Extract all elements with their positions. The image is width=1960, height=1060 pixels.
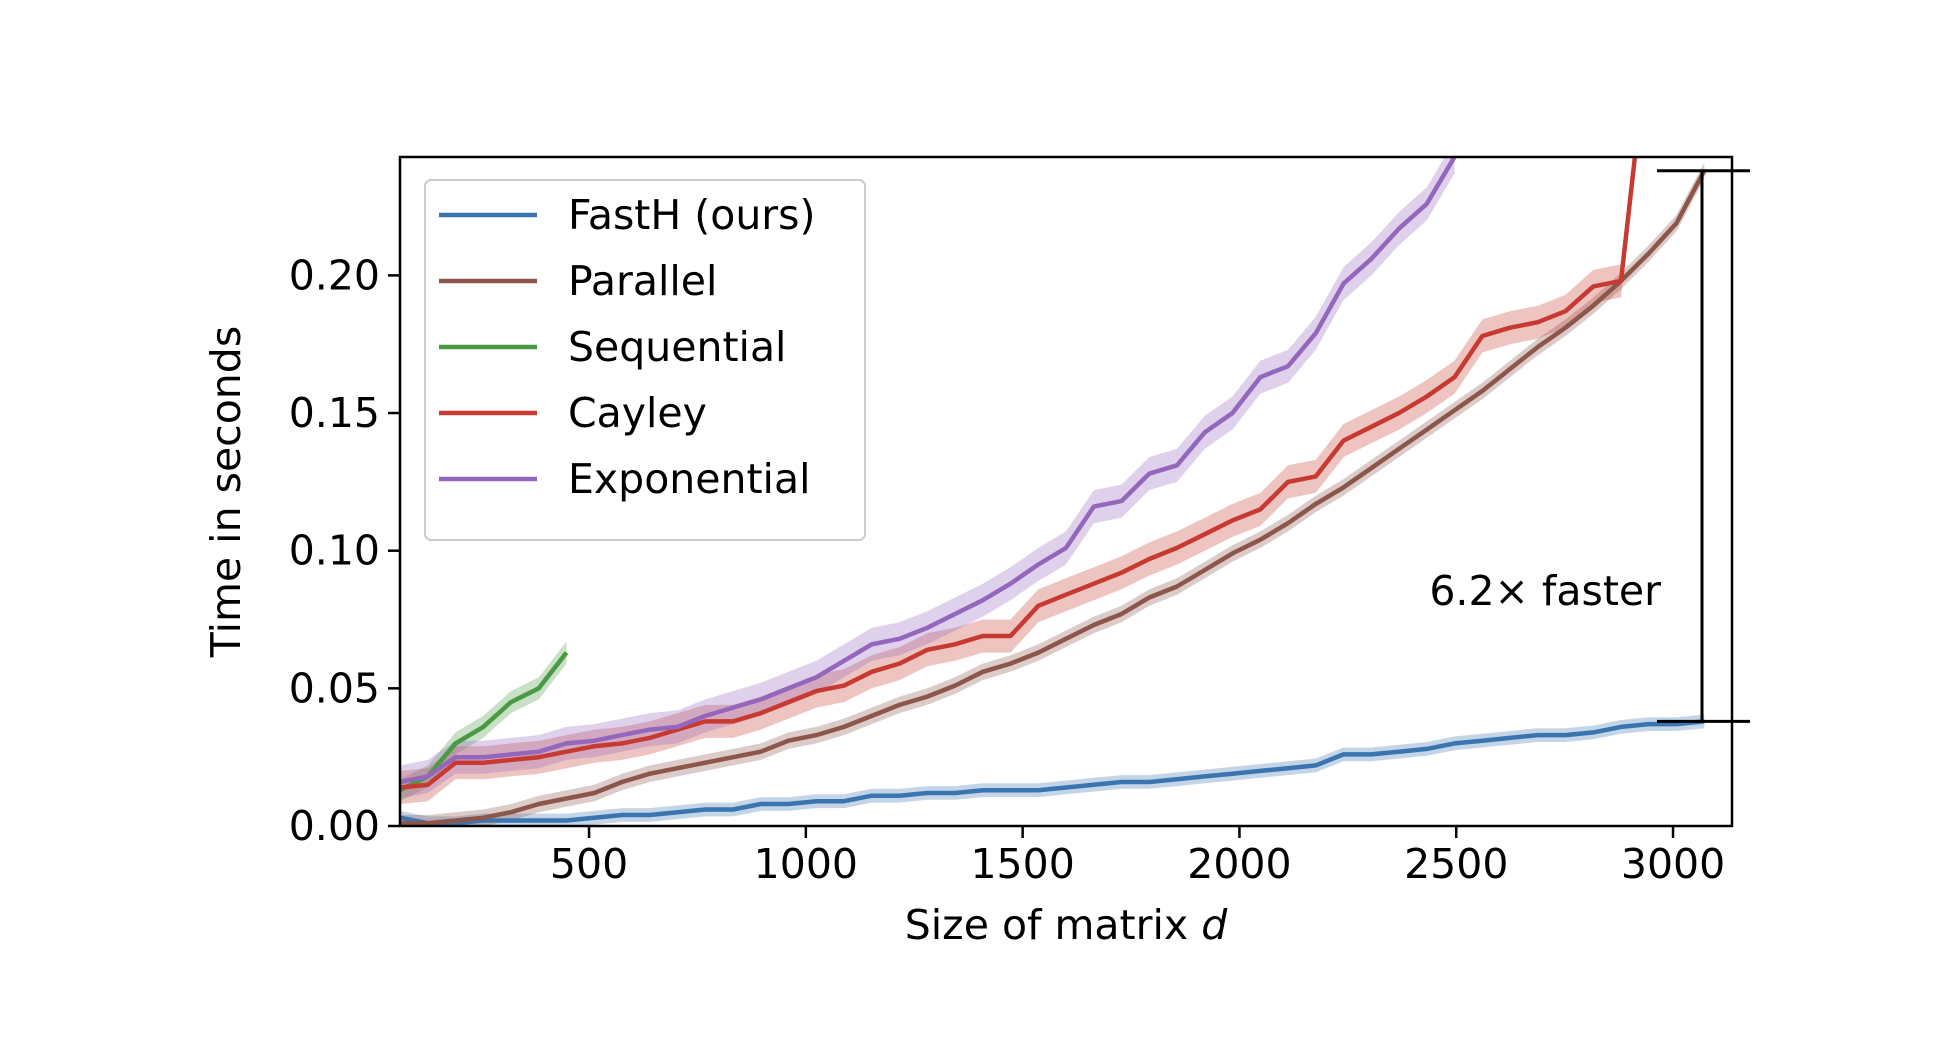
legend-box	[424, 179, 866, 541]
series-lines	[400, 157, 1707, 826]
legend-label-cayley: Cayley	[568, 389, 707, 437]
parallel-line	[400, 169, 1707, 826]
x-tick-label: 2500	[1404, 840, 1508, 888]
speedup-annotation-text: 6.2× faster	[1429, 567, 1661, 615]
x-axis-label: Size of matrix d	[905, 901, 1228, 949]
x-tick-label: 500	[550, 840, 628, 888]
x-tick-label: 1000	[754, 840, 858, 888]
y-axis-label: Time in seconds	[202, 326, 250, 658]
legend-label-fasth-ours: FastH (ours)	[568, 191, 816, 239]
speedup-annotation: 6.2× faster	[1429, 169, 1750, 723]
fasth-ours-band	[400, 714, 1705, 826]
y-tick-label: 0.20	[289, 251, 380, 299]
plot-area-frame	[398, 155, 1734, 828]
y-tick-label: 0.00	[289, 802, 380, 850]
cayley-line	[400, 157, 1638, 790]
legend-label-exponential: Exponential	[568, 455, 810, 503]
legend-label-parallel: Parallel	[568, 257, 717, 305]
y-tick-label: 0.15	[289, 389, 380, 437]
exponential-line	[400, 157, 1457, 785]
fasth-ours-line	[400, 719, 1705, 826]
x-axis-ticks: 500 1000 1500 2000 2500 3000	[550, 826, 1725, 888]
x-tick-label: 1500	[970, 840, 1074, 888]
x-tick-label: 2000	[1187, 840, 1291, 888]
y-tick-label: 0.10	[289, 527, 380, 575]
legend: FastH (ours) Parallel Sequential Cayley Expo…	[424, 179, 866, 541]
y-axis-ticks: 0.00 0.05 0.10 0.15 0.20	[289, 251, 400, 850]
y-tick-label: 0.05	[289, 664, 380, 712]
x-tick-label: 3000	[1621, 840, 1725, 888]
legend-label-sequential: Sequential	[568, 323, 786, 371]
